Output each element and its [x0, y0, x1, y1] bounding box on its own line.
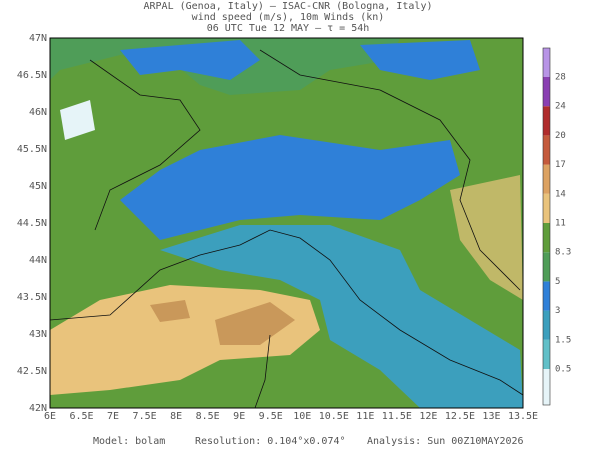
colorbar-segment: [543, 339, 550, 369]
colorbar-label: 1.5: [555, 335, 571, 345]
colorbar-label: 3: [555, 306, 560, 316]
lon-label: 6.5E: [69, 411, 93, 422]
header-line: 06 UTC Tue 12 MAY — τ = 54h: [207, 23, 370, 34]
colorbar-segment: [543, 106, 550, 136]
lon-label: 11.5E: [382, 411, 412, 422]
lon-label: 13E: [482, 411, 500, 422]
colorbar-label: 11: [555, 219, 566, 229]
colorbar-label: 14: [555, 189, 566, 199]
lon-label: 13.5E: [508, 411, 538, 422]
lon-label: 7.5E: [133, 411, 157, 422]
colorbar-segment: [543, 223, 550, 253]
colorbar-frame: [542, 47, 551, 406]
lon-label: 10E: [293, 411, 311, 422]
lat-label: 45.5N: [17, 144, 47, 155]
footer-resolution: Resolution: 0.104°x0.074°: [195, 436, 346, 447]
lon-label: 7E: [107, 411, 119, 422]
lon-label: 12.5E: [445, 411, 475, 422]
footer-model: Model: bolam: [93, 436, 165, 447]
colorbar-label: 0.5: [555, 365, 571, 375]
map-frame: [49, 37, 524, 409]
colorbar-label: 20: [555, 131, 566, 141]
colorbar-label: 5: [555, 277, 560, 287]
colorbar-segment: [543, 369, 550, 405]
lat-label: 45N: [29, 181, 47, 192]
colorbar-segment: [543, 281, 550, 311]
lat-label: 46.5N: [17, 70, 47, 81]
lon-label: 10.5E: [319, 411, 349, 422]
colorbar-segment: [543, 252, 550, 282]
colorbar-label: 24: [555, 102, 566, 112]
lat-label: 42.5N: [17, 366, 47, 377]
lat-label: 43N: [29, 329, 47, 340]
lon-label: 9E: [233, 411, 245, 422]
colorbar-segment: [543, 164, 550, 194]
lat-label: 44N: [29, 255, 47, 266]
lat-label: 43.5N: [17, 292, 47, 303]
lat-label: 42N: [29, 403, 47, 414]
colorbar-segment: [543, 193, 550, 223]
lat-label: 47N: [29, 33, 47, 44]
header-line: wind speed (m/s), 10m Winds (kn): [192, 12, 385, 23]
colorbar-label: 8.3: [555, 248, 571, 258]
colorbar-label: 17: [555, 160, 566, 170]
lon-label: 8.5E: [196, 411, 220, 422]
colorbar-segment: [543, 310, 550, 340]
lon-label: 9.5E: [259, 411, 283, 422]
footer-analysis: Analysis: Sun 00Z10MAY2026: [367, 436, 524, 447]
map-field: [50, 38, 523, 408]
colorbar-segment: [543, 48, 550, 77]
lon-label: 12E: [419, 411, 437, 422]
header-line: ARPAL (Genoa, Italy) — ISAC-CNR (Bologna…: [144, 1, 433, 12]
lat-label: 46N: [29, 107, 47, 118]
lon-label: 8E: [170, 411, 182, 422]
colorbar-segment: [543, 135, 550, 165]
lon-label: 11E: [356, 411, 374, 422]
colorbar-segment: [543, 77, 550, 107]
coastlines: [49, 49, 524, 409]
lat-label: 44.5N: [17, 218, 47, 229]
colorbar-label: 28: [555, 73, 566, 83]
lon-label: 6E: [44, 411, 56, 422]
